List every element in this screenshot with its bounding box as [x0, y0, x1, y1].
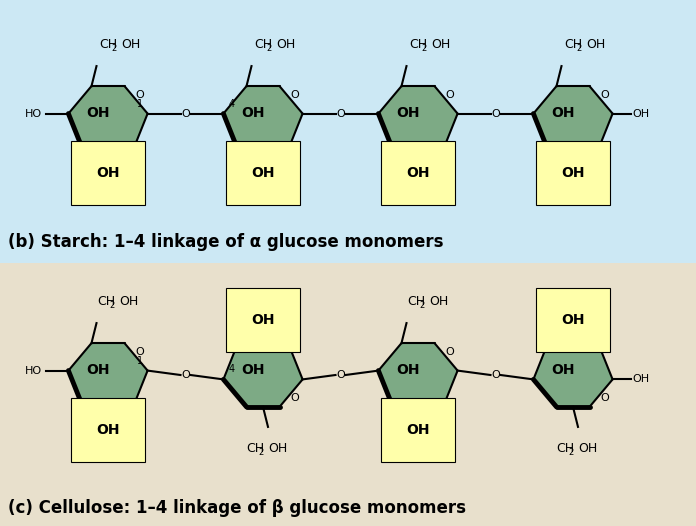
Text: O: O	[491, 370, 500, 380]
Text: 1: 1	[136, 98, 143, 108]
Text: OH: OH	[242, 363, 264, 377]
Text: OH: OH	[406, 166, 429, 179]
Text: OH: OH	[429, 295, 449, 308]
Text: O: O	[336, 370, 345, 380]
Text: CH: CH	[100, 37, 118, 50]
Text: OH: OH	[86, 363, 110, 377]
Text: OH: OH	[561, 313, 585, 327]
Text: HO: HO	[25, 108, 42, 118]
Text: O: O	[181, 370, 190, 380]
Text: OH: OH	[551, 106, 575, 120]
Text: O: O	[445, 90, 454, 100]
Bar	[0, 263, 696, 526]
Text: O: O	[181, 108, 190, 118]
Text: O: O	[291, 393, 299, 403]
Text: OH: OH	[551, 363, 575, 377]
Text: 2: 2	[569, 448, 574, 458]
Text: O: O	[445, 347, 454, 357]
Polygon shape	[223, 86, 303, 147]
Text: (c) Cellulose: 1–4 linkage of β glucose monomers: (c) Cellulose: 1–4 linkage of β glucose …	[8, 499, 466, 517]
Text: OH: OH	[120, 295, 139, 308]
Polygon shape	[68, 343, 148, 403]
Text: O: O	[601, 393, 610, 403]
Text: CH: CH	[409, 37, 427, 50]
Text: CH: CH	[564, 37, 583, 50]
Text: 4: 4	[228, 98, 235, 108]
Text: 2: 2	[258, 448, 264, 458]
Text: OH: OH	[96, 422, 120, 437]
Text: OH: OH	[122, 37, 141, 50]
Text: 2: 2	[420, 300, 425, 310]
Text: O: O	[601, 90, 610, 100]
Text: CH: CH	[407, 295, 426, 308]
Text: HO: HO	[25, 366, 42, 376]
Text: OH: OH	[406, 422, 429, 437]
Text: CH: CH	[97, 295, 116, 308]
Text: 2: 2	[112, 44, 117, 53]
Polygon shape	[223, 347, 303, 407]
Text: CH: CH	[246, 442, 264, 456]
Text: OH: OH	[251, 313, 275, 327]
Text: OH: OH	[561, 166, 585, 179]
Text: CH: CH	[255, 37, 273, 50]
Polygon shape	[533, 86, 612, 147]
Text: 2: 2	[577, 44, 582, 53]
Text: OH: OH	[432, 37, 451, 50]
Text: OH: OH	[96, 166, 120, 179]
Text: O: O	[336, 108, 345, 118]
Text: O: O	[136, 347, 145, 357]
Polygon shape	[379, 86, 457, 147]
Bar	[0, 0, 696, 263]
Polygon shape	[68, 86, 148, 147]
Text: OH: OH	[242, 106, 264, 120]
Text: 2: 2	[422, 44, 427, 53]
Text: OH: OH	[396, 106, 420, 120]
Text: OH: OH	[268, 442, 287, 456]
Polygon shape	[379, 343, 457, 403]
Text: 2: 2	[267, 44, 272, 53]
Text: 4: 4	[228, 365, 235, 375]
Text: (b) Starch: 1–4 linkage of α glucose monomers: (b) Starch: 1–4 linkage of α glucose mon…	[8, 233, 443, 251]
Text: OH: OH	[587, 37, 606, 50]
Text: 2: 2	[110, 300, 115, 310]
Text: OH: OH	[396, 363, 420, 377]
Text: OH: OH	[86, 106, 110, 120]
Text: OH: OH	[633, 375, 650, 385]
Text: OH: OH	[633, 108, 650, 118]
Text: O: O	[491, 108, 500, 118]
Polygon shape	[533, 347, 612, 407]
Text: O: O	[291, 90, 299, 100]
Text: CH: CH	[556, 442, 574, 456]
Text: OH: OH	[276, 37, 296, 50]
Text: 1: 1	[136, 356, 143, 366]
Text: OH: OH	[578, 442, 597, 456]
Text: O: O	[136, 90, 145, 100]
Text: OH: OH	[251, 166, 275, 179]
